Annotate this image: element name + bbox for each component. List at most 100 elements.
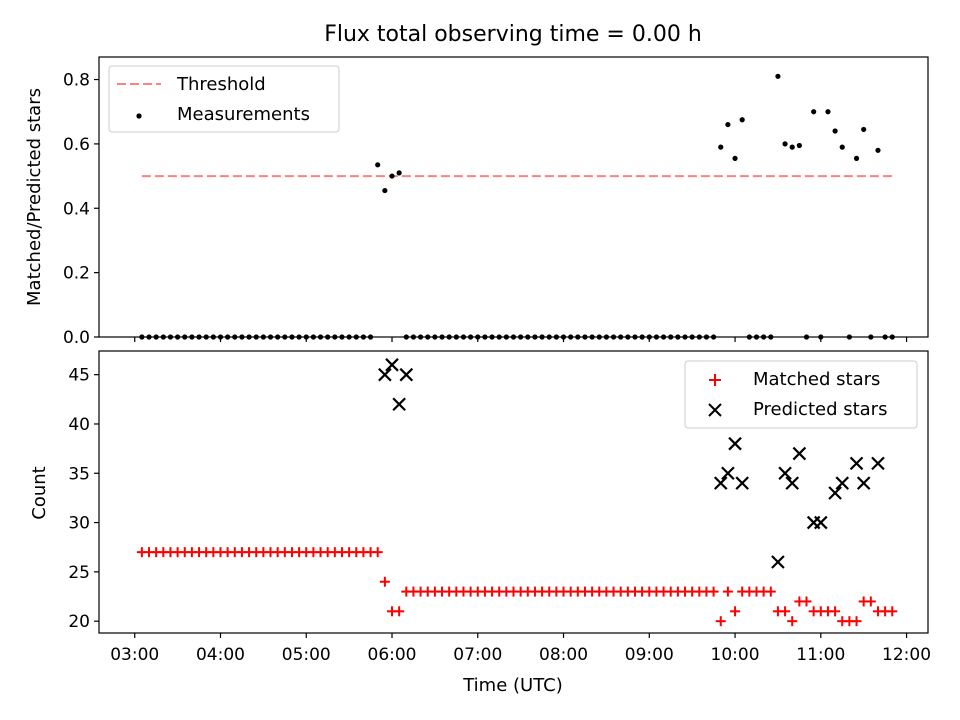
measurement-point	[610, 334, 617, 340]
measurement-point	[803, 334, 810, 340]
predicted-star-point	[735, 476, 749, 490]
bottom-x-tick-label: 04:00	[196, 645, 245, 665]
bottom-y-tick-label: 45	[68, 366, 90, 386]
measurement-point	[811, 109, 817, 115]
measurement-point	[253, 334, 259, 340]
measurement-point	[718, 144, 724, 150]
top-y-tick-label: 0.4	[63, 199, 90, 219]
predicted-star-point	[771, 555, 785, 569]
measurement-point	[239, 334, 245, 340]
matched-star-point	[379, 576, 390, 587]
measurement-point	[689, 334, 695, 340]
top-legend-box	[108, 65, 340, 133]
measurement-point	[160, 334, 166, 340]
measurement-point	[882, 334, 888, 340]
measurement-point	[596, 334, 602, 340]
measurement-point	[410, 334, 417, 340]
matched-star-point	[708, 586, 719, 597]
matched-star-point	[865, 596, 876, 607]
measurement-point	[425, 334, 431, 340]
measurement-point	[696, 334, 702, 340]
bottom-x-tick-label: 08:00	[539, 645, 588, 665]
measurement-point	[325, 334, 331, 340]
measurement-point	[510, 334, 517, 340]
matched-star-point	[851, 616, 862, 627]
top-y-tick-label: 0.2	[63, 264, 90, 284]
measurement-point	[825, 109, 831, 115]
predicted-star-point	[849, 456, 864, 471]
measurement-point	[432, 334, 438, 340]
bottom-x-tick-label: 12:00	[882, 645, 931, 665]
measurement-point	[489, 334, 495, 340]
predicted-star-point	[828, 486, 842, 500]
matched-star-point	[780, 606, 791, 617]
matched-star-point	[765, 586, 776, 597]
measurement-point	[310, 334, 316, 340]
measurement-point	[703, 334, 710, 340]
measurement-point	[682, 334, 688, 340]
legend-threshold-label: Threshold	[176, 74, 266, 95]
measurement-point	[439, 334, 445, 340]
measurement-point	[203, 334, 209, 340]
legend-predicted-swatch	[708, 403, 722, 417]
top-y-tick-label: 0.0	[63, 328, 90, 348]
legend-predicted-label: Predicted stars	[753, 399, 887, 420]
measurement-point	[789, 144, 795, 150]
measurement-point	[496, 334, 502, 340]
measurement-point	[332, 334, 338, 340]
measurement-point	[675, 334, 681, 340]
matched-star-point	[887, 606, 898, 617]
bottom-y-tick-label: 30	[68, 514, 90, 534]
measurement-point	[725, 121, 731, 128]
predicted-star-point	[785, 476, 799, 490]
measurement-point	[389, 173, 395, 179]
matched-star-point	[801, 596, 812, 607]
measurement-point	[346, 334, 352, 340]
measurement-point	[175, 334, 181, 340]
predicted-star-point	[871, 456, 885, 471]
bottom-legend-box	[684, 360, 918, 429]
measurement-point	[746, 334, 752, 340]
bottom-y-axis-label: Count	[29, 466, 50, 519]
measurement-point	[646, 334, 652, 340]
measurement-point	[146, 334, 152, 340]
bottom-x-tick-label: 06:00	[368, 645, 417, 665]
measurement-point	[246, 334, 252, 340]
top-y-axis-label: Matched/Predicted stars	[24, 88, 45, 306]
bottom-panel: Count Time (UTC) 20 25 30 35 40 45 03:00 04:00 0…	[29, 350, 931, 696]
measurement-point	[303, 334, 309, 340]
predicted-star-point	[385, 358, 399, 372]
measurement-point	[711, 334, 717, 340]
measurement-point	[232, 334, 238, 340]
measurement-point	[460, 334, 467, 340]
matched-star-point	[715, 616, 726, 627]
measurement-point	[417, 334, 424, 340]
measurement-point	[732, 155, 738, 161]
predicted-star-point	[392, 397, 406, 412]
measurement-point	[296, 334, 302, 340]
measurement-point	[317, 334, 324, 340]
predicted-star-point	[378, 367, 392, 382]
measurement-point	[196, 334, 202, 340]
bottom-ticks: 20 25 30 35 40 45 03:00 04:00 05:00 06:00 07:00 08:…	[68, 366, 931, 665]
matched-star-point	[787, 616, 798, 627]
measurement-point	[653, 334, 660, 340]
measurement-point	[625, 334, 631, 340]
measurement-point	[518, 334, 524, 340]
matched-star-point	[394, 606, 405, 617]
predicted-star-point	[713, 476, 728, 490]
predicted-star-point	[778, 466, 792, 481]
predicted-star-point	[792, 446, 807, 461]
top-panel: Flux total observing time = 0.00 h Match…	[24, 22, 929, 348]
measurement-point	[267, 334, 274, 340]
measurement-point	[382, 187, 388, 194]
measurement-point	[360, 334, 367, 340]
legend-measurements-label: Measurements	[177, 104, 310, 125]
measurement-point	[875, 147, 881, 153]
measurement-point	[275, 334, 281, 340]
bottom-x-tick-label: 03:00	[110, 645, 159, 665]
matched-star-point	[372, 547, 383, 558]
bottom-x-tick-label: 10:00	[711, 645, 760, 665]
measurement-point	[446, 334, 452, 340]
